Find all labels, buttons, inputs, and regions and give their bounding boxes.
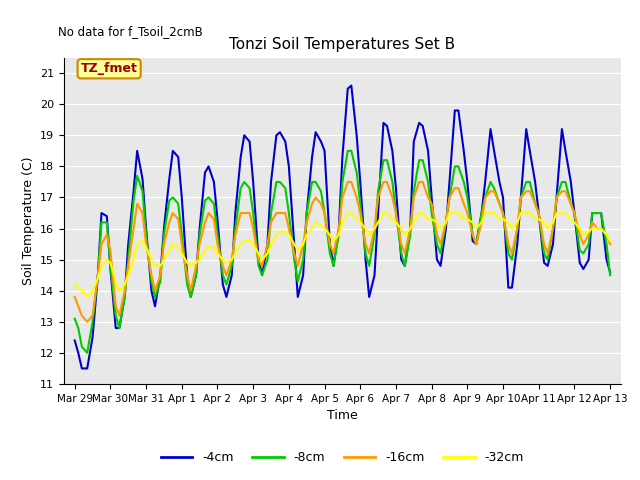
-4cm	[78, 366, 86, 372]
Text: TZ_fmet: TZ_fmet	[81, 62, 138, 75]
-8cm	[83, 350, 91, 356]
-8cm	[303, 210, 310, 216]
Line: -4cm: -4cm	[75, 85, 610, 369]
-16cm	[201, 219, 209, 225]
-16cm	[83, 319, 91, 324]
-32cm	[83, 294, 91, 300]
-32cm	[303, 232, 310, 238]
-16cm	[71, 294, 79, 300]
-16cm	[344, 179, 351, 185]
-4cm	[201, 170, 209, 176]
-4cm	[348, 83, 355, 88]
-32cm	[344, 210, 351, 216]
X-axis label: Time: Time	[327, 409, 358, 422]
-8cm	[344, 148, 351, 154]
-4cm	[71, 337, 79, 343]
-32cm	[442, 219, 450, 225]
-4cm	[606, 269, 614, 275]
-16cm	[130, 226, 138, 231]
Line: -16cm: -16cm	[75, 182, 610, 322]
-16cm	[415, 179, 423, 185]
-8cm	[71, 316, 79, 322]
-8cm	[201, 198, 209, 204]
-8cm	[442, 219, 450, 225]
-32cm	[201, 248, 209, 253]
-8cm	[130, 198, 138, 204]
-32cm	[130, 257, 138, 263]
-32cm	[71, 282, 79, 288]
-32cm	[606, 238, 614, 244]
Title: Tonzi Soil Temperatures Set B: Tonzi Soil Temperatures Set B	[229, 37, 456, 52]
-4cm	[579, 266, 587, 272]
Line: -8cm: -8cm	[75, 151, 610, 353]
-4cm	[130, 188, 138, 194]
-32cm	[579, 232, 587, 238]
Y-axis label: Soil Temperature (C): Soil Temperature (C)	[22, 156, 35, 285]
-4cm	[303, 210, 310, 216]
-16cm	[579, 241, 587, 247]
-8cm	[415, 157, 423, 163]
-8cm	[606, 272, 614, 278]
-16cm	[442, 219, 450, 225]
Legend: -4cm, -8cm, -16cm, -32cm: -4cm, -8cm, -16cm, -32cm	[156, 446, 529, 469]
-16cm	[606, 241, 614, 247]
-8cm	[579, 251, 587, 256]
Line: -32cm: -32cm	[75, 213, 610, 297]
-32cm	[415, 210, 423, 216]
-4cm	[442, 226, 450, 231]
-4cm	[415, 120, 423, 126]
-16cm	[303, 219, 310, 225]
Text: No data for f_Tsoil_2cmB: No data for f_Tsoil_2cmB	[58, 25, 203, 38]
